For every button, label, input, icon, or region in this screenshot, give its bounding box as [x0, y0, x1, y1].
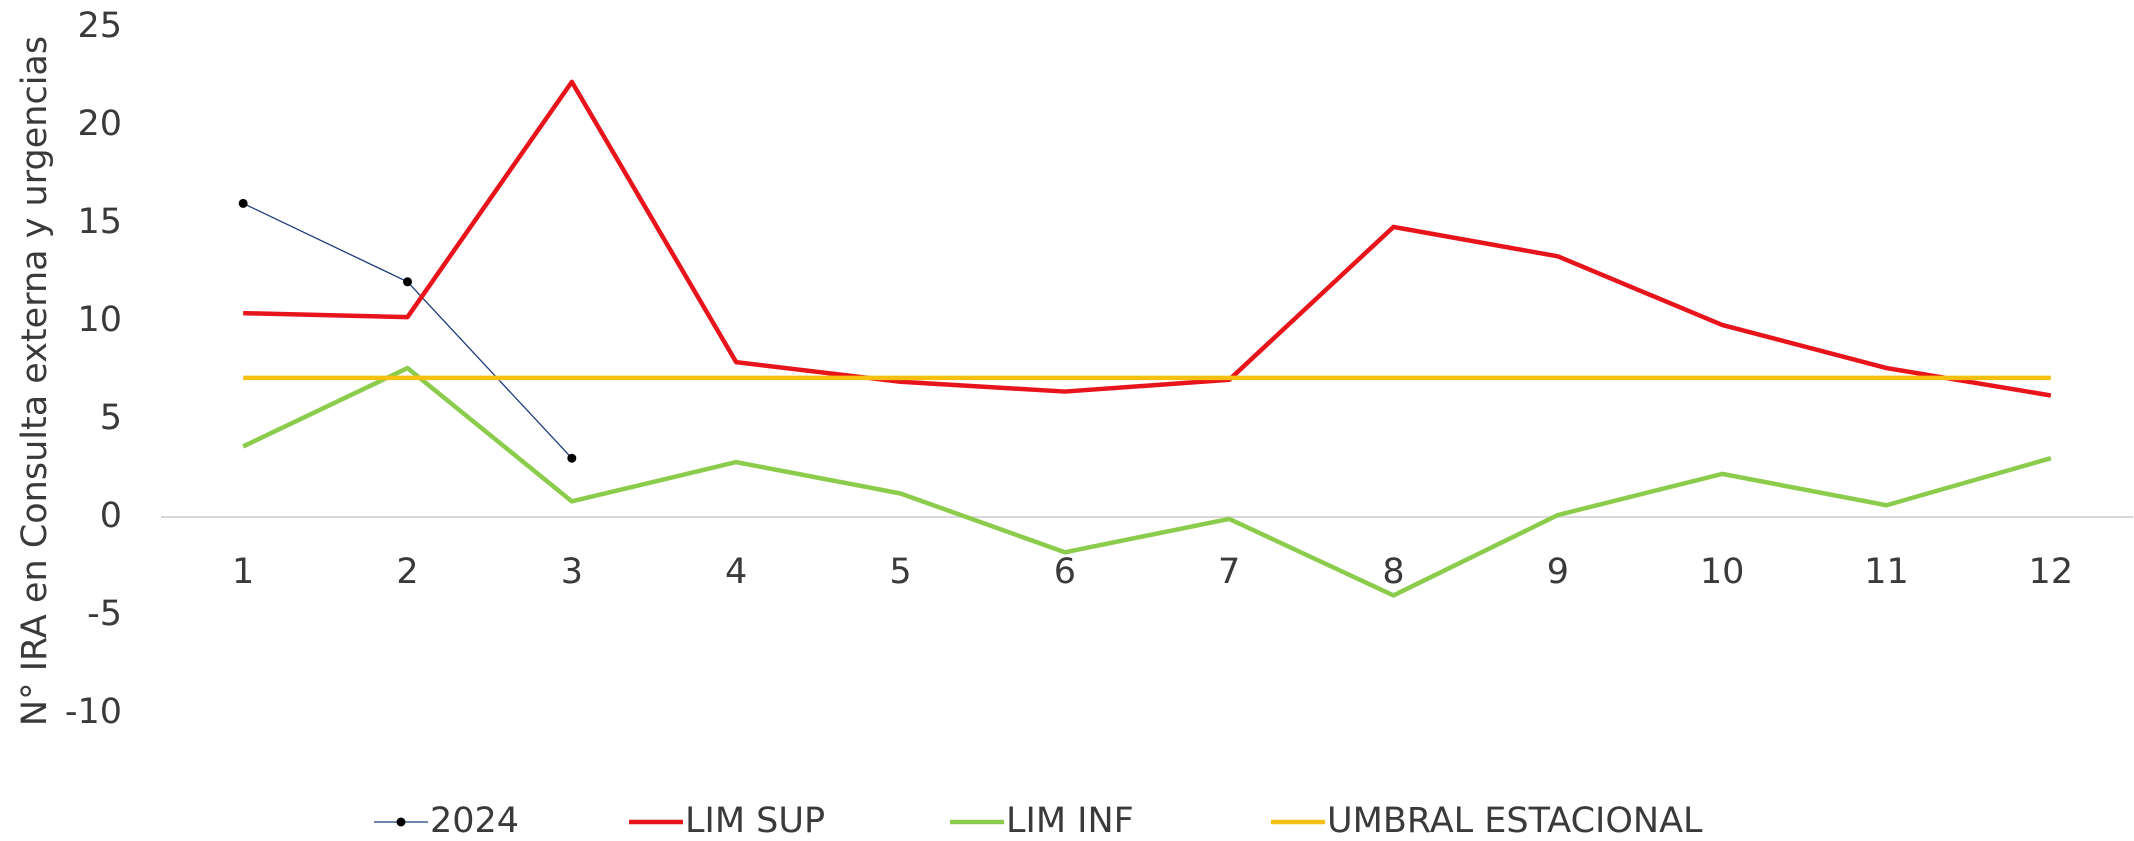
y-tick-label: 15 — [77, 202, 122, 242]
data-point — [567, 454, 576, 463]
legend-label: LIM SUP — [685, 801, 825, 841]
data-point — [403, 277, 412, 286]
series-line — [243, 368, 2051, 595]
y-tick-label: 20 — [77, 104, 122, 144]
legend-label: LIM INF — [1006, 801, 1134, 841]
y-tick-label: 10 — [77, 300, 122, 340]
x-tick-label: 9 — [1547, 552, 1569, 592]
legend-label: 2024 — [430, 801, 519, 841]
y-axis-label: N° IRA en Consulta externa y urgencias — [15, 36, 55, 726]
legend-label: UMBRAL ESTACIONAL — [1327, 801, 1703, 841]
x-tick-label: 6 — [1054, 552, 1076, 592]
y-tick-label: -5 — [87, 594, 122, 634]
y-tick-label: 0 — [100, 496, 122, 536]
y-tick-label: 5 — [100, 398, 122, 438]
chart: N° IRA en Consulta externa y urgencias -… — [0, 0, 2134, 841]
x-tick-label: 2 — [396, 552, 418, 592]
series-line — [243, 203, 572, 458]
x-tick-label: 5 — [889, 552, 911, 592]
x-tick-label: 10 — [1700, 552, 1745, 592]
y-tick-label: -10 — [65, 692, 122, 732]
x-tick-label: 3 — [561, 552, 583, 592]
x-tick-label: 1 — [232, 552, 254, 592]
y-tick-label: 25 — [77, 6, 122, 46]
x-tick-label: 11 — [1864, 552, 1909, 592]
x-tick-label: 4 — [725, 552, 747, 592]
legend-marker — [397, 818, 406, 827]
data-point — [239, 199, 248, 208]
series-line — [243, 82, 2051, 396]
x-tick-label: 12 — [2029, 552, 2074, 592]
x-tick-label: 7 — [1218, 552, 1240, 592]
x-tick-label: 8 — [1382, 552, 1404, 592]
